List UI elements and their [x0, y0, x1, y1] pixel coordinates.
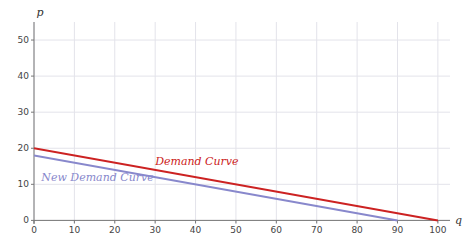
x-grid-line — [34, 22, 35, 224]
y-tick — [31, 112, 34, 113]
x-grid-line — [437, 22, 438, 224]
x-axis-label: q — [455, 214, 462, 227]
x-tick-label: 10 — [69, 225, 81, 235]
x-tick — [74, 220, 75, 223]
demand-line — [34, 155, 397, 220]
x-grid-line — [397, 22, 398, 224]
x-axis-line — [34, 220, 450, 221]
demand-line — [34, 148, 438, 220]
x-tick-label: 90 — [392, 225, 404, 235]
x-tick-label: 60 — [271, 225, 283, 235]
y-tick-label: 40 — [18, 71, 30, 81]
y-tick-label: 30 — [18, 107, 30, 117]
y-grid-line — [34, 76, 450, 77]
x-grid-line — [155, 22, 156, 224]
y-axis-line — [34, 22, 35, 224]
y-grid-line — [34, 220, 450, 221]
x-tick — [155, 220, 156, 223]
y-grid-line — [34, 112, 450, 113]
x-tick-label: 100 — [429, 225, 446, 235]
x-tick-label: 30 — [149, 225, 161, 235]
y-axis-label: p — [36, 6, 43, 19]
y-tick-label: 10 — [18, 179, 30, 189]
x-tick-label: 80 — [351, 225, 363, 235]
y-grid-line — [34, 148, 450, 149]
x-grid-line — [74, 22, 75, 224]
x-tick — [235, 220, 236, 223]
x-tick-label: 40 — [190, 225, 202, 235]
x-tick-label: 20 — [109, 225, 121, 235]
x-tick — [114, 220, 115, 223]
chart: 0 10 20 30 40 50 60 70 80 90 100 0 10 20 30 40 50 q p Deman… — [0, 0, 474, 246]
y-tick — [31, 148, 34, 149]
curve-label: Demand Curve — [154, 155, 239, 168]
x-grid-line — [235, 22, 236, 224]
grid — [34, 22, 450, 224]
x-grid-line — [195, 22, 196, 224]
x-tick-label: 70 — [311, 225, 323, 235]
x-tick — [276, 220, 277, 223]
x-tick-label: 50 — [230, 225, 242, 235]
y-tick-label: 50 — [18, 35, 30, 45]
y-tick-label: 20 — [18, 143, 30, 153]
x-grid-line — [114, 22, 115, 224]
x-tick-label: 0 — [31, 225, 37, 235]
curve-label: New Demand Curve — [40, 171, 154, 184]
y-tick — [31, 220, 34, 221]
y-tick-label: 0 — [23, 215, 29, 225]
x-grid-line — [357, 22, 358, 224]
x-tick — [357, 220, 358, 223]
plot-area — [34, 148, 438, 220]
x-tick — [195, 220, 196, 223]
y-grid-line — [34, 40, 450, 41]
y-tick — [31, 184, 34, 185]
y-tick — [31, 76, 34, 77]
x-grid-line — [276, 22, 277, 224]
x-tick — [316, 220, 317, 223]
x-grid-line — [316, 22, 317, 224]
y-tick — [31, 40, 34, 41]
